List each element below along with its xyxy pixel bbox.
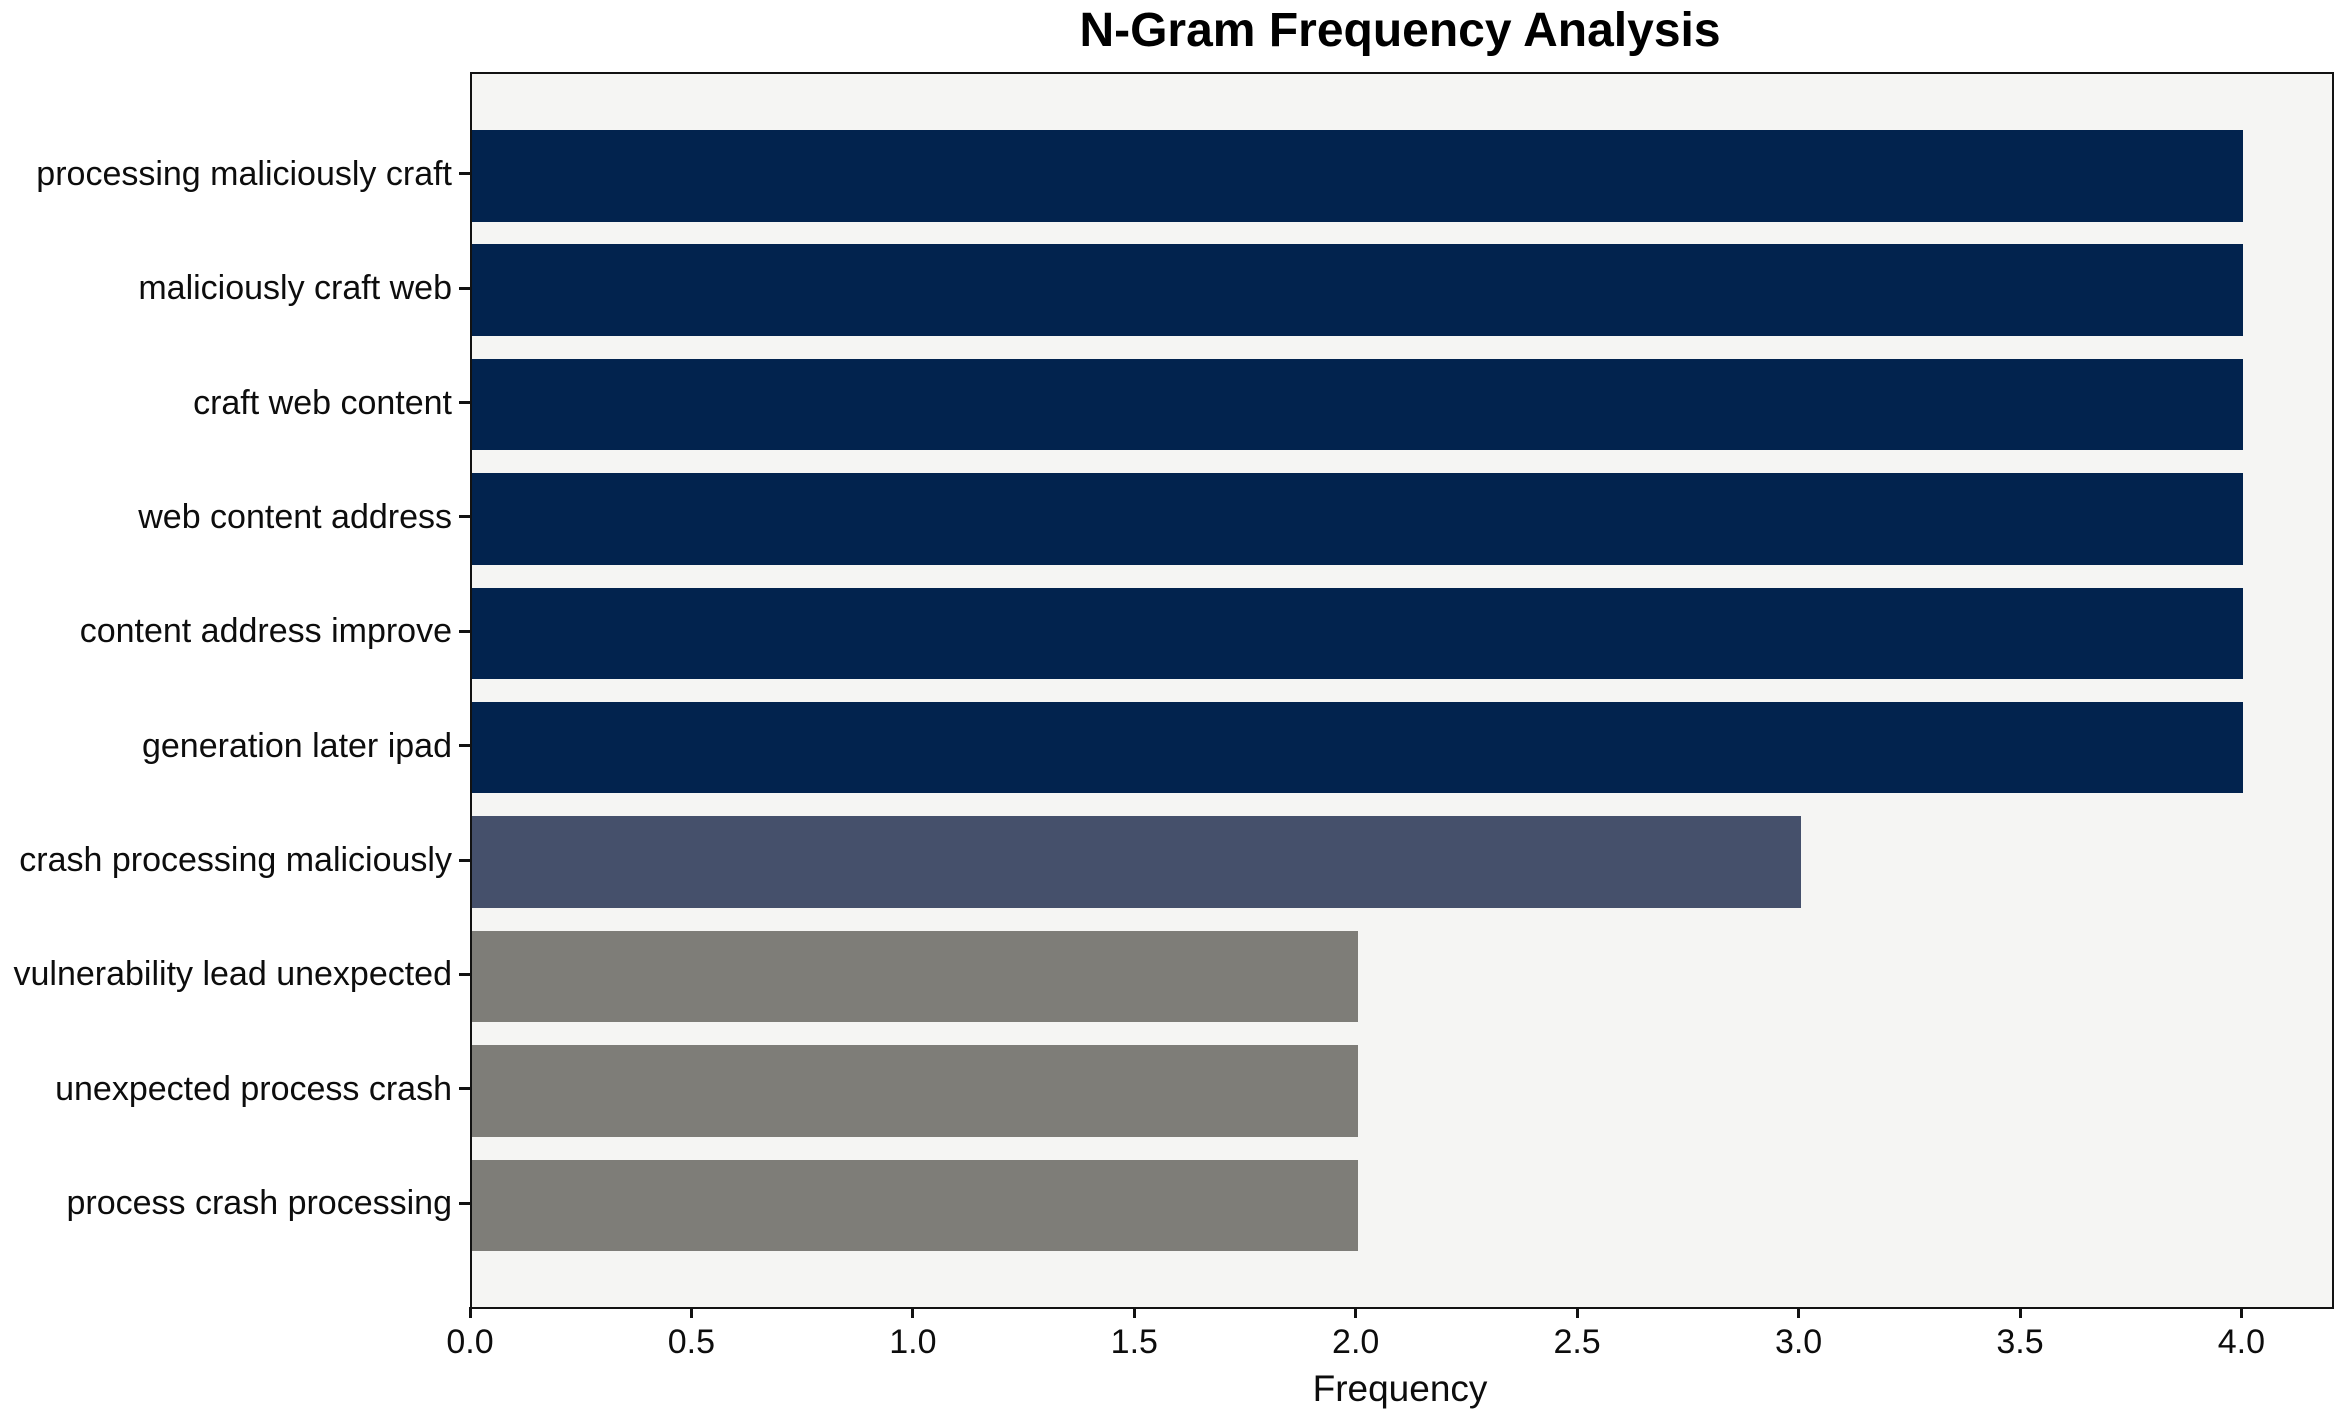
bar (472, 244, 2244, 336)
x-tick-mark (689, 1307, 693, 1318)
x-tick-mark (468, 1307, 472, 1318)
x-tick-label: 1.0 (889, 1323, 937, 1361)
bar (472, 816, 1801, 908)
y-tick-label: craft web content (193, 383, 452, 422)
y-tick-mark (459, 629, 470, 633)
y-tick-mark (459, 858, 470, 862)
y-tick-label: generation later ipad (141, 726, 452, 765)
x-tick-label: 3.0 (1774, 1323, 1823, 1361)
bar (472, 1045, 1358, 1137)
chart-title: N-Gram Frequency Analysis (1079, 4, 1721, 57)
bar (472, 930, 1358, 1023)
y-tick-mark (459, 744, 470, 748)
x-tick-label: 1.5 (1110, 1323, 1158, 1361)
bar (472, 473, 2244, 565)
y-tick-label: web content address (138, 497, 452, 536)
y-tick-label: maliciously craft web (138, 269, 452, 308)
y-tick-label: vulnerability lead unexpected (13, 955, 452, 994)
x-tick-mark (2239, 1307, 2243, 1318)
bar (472, 358, 2244, 451)
x-tick-label: 0.5 (667, 1323, 716, 1361)
x-tick-label: 2.5 (1553, 1323, 1601, 1361)
x-tick-mark (1575, 1307, 1579, 1318)
x-axis-label: Frequency (1312, 1368, 1488, 1409)
x-tick-mark (1354, 1307, 1358, 1318)
x-tick-label: 4.0 (2217, 1323, 2266, 1361)
x-tick-mark (1132, 1307, 1136, 1318)
y-tick-mark (459, 172, 470, 176)
y-tick-mark (459, 286, 470, 290)
x-tick-mark (2018, 1307, 2022, 1318)
x-tick-mark (911, 1307, 915, 1318)
x-tick-label: 3.5 (1996, 1323, 2044, 1361)
y-tick-mark (459, 1201, 470, 1205)
y-tick-label: crash processing maliciously (19, 841, 452, 880)
x-tick-mark (1797, 1307, 1801, 1318)
y-tick-label: unexpected process crash (55, 1069, 452, 1108)
y-tick-mark (459, 1087, 470, 1091)
y-tick-mark (459, 972, 470, 976)
bar (472, 130, 2244, 222)
x-tick-label: 0.0 (446, 1323, 494, 1361)
y-tick-label: content address improve (79, 612, 452, 651)
bar (472, 587, 2244, 680)
y-tick-label: processing maliciously craft (36, 154, 452, 193)
plot-area (470, 72, 2334, 1309)
x-tick-label: 2.0 (1332, 1323, 1380, 1361)
y-tick-mark (459, 401, 470, 405)
bar (472, 1159, 1358, 1251)
bar (472, 701, 2244, 794)
y-tick-label: process crash processing (66, 1184, 452, 1223)
y-tick-mark (459, 515, 470, 519)
